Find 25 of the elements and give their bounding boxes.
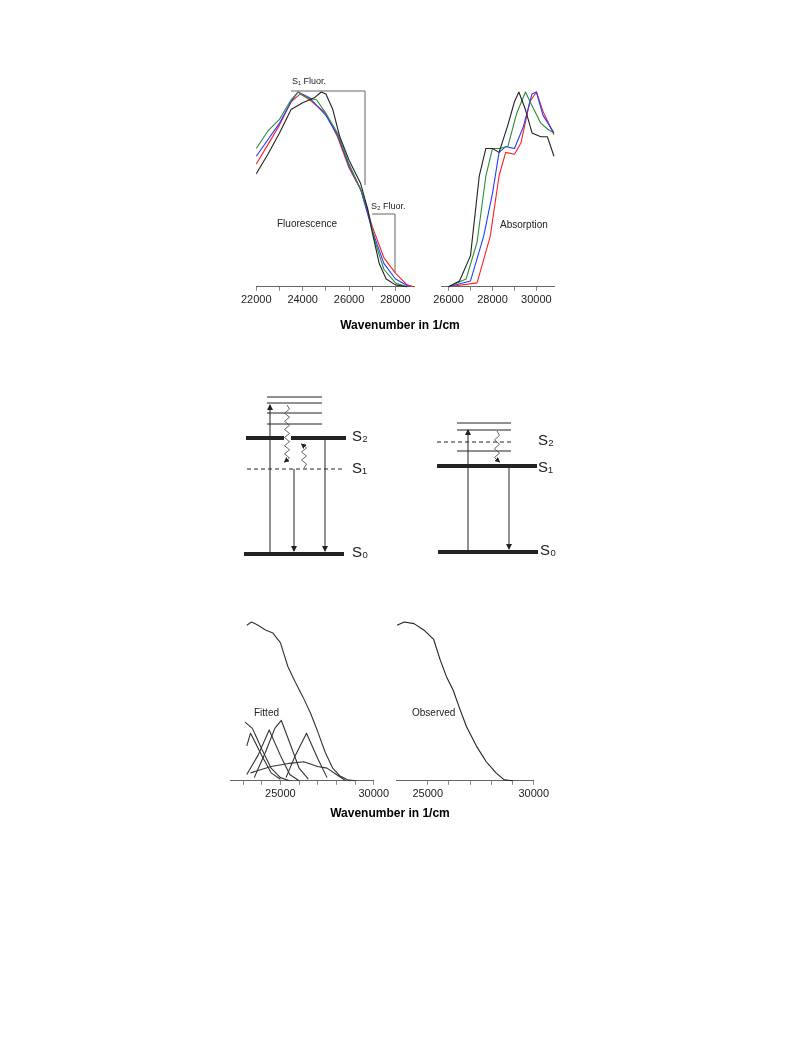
annotation: Fitted [254, 707, 280, 718]
annotation: S₂ Fluor. [371, 201, 406, 211]
x-tick-label: 22000 [241, 293, 272, 306]
annotation: Fluorescence [277, 218, 338, 229]
annotation: Observed [412, 707, 456, 718]
x-tick-label: 25000 [412, 787, 444, 800]
text: S₁ [538, 458, 554, 475]
x-tick-label: 26000 [433, 293, 464, 306]
x-tick-label: 25000 [265, 787, 296, 800]
text: S₀ [352, 543, 369, 560]
text: S₁ [352, 459, 368, 476]
annotation: Absorption [500, 219, 548, 230]
x-tick-label: 28000 [380, 293, 411, 306]
x-tick-label: 26000 [333, 293, 365, 306]
x-tick-label: 30000 [358, 787, 389, 800]
text: S₂ [352, 427, 368, 444]
x-tick-label: 30000 [521, 293, 552, 306]
x-axis-title: Wavenumber in 1/cm [340, 318, 460, 332]
text: S₀ [540, 541, 557, 558]
x-tick-label: 28000 [477, 293, 508, 306]
text: S₁ Fluor. [292, 76, 327, 86]
x-tick-label: 30000 [518, 787, 549, 800]
x-tick-label: 24000 [287, 293, 318, 306]
text: S₂ [538, 431, 554, 448]
x-axis-title: Wavenumber in 1/cm [330, 806, 450, 820]
